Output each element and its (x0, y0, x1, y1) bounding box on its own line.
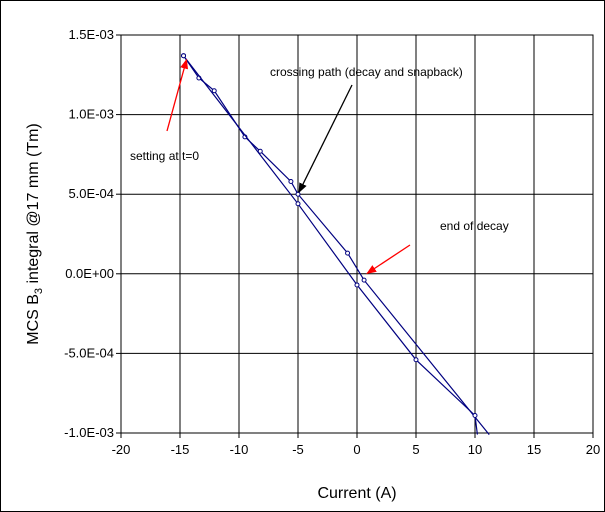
y-axis-title-prefix: MCS B (25, 294, 42, 345)
x-tick-label: 10 (468, 442, 482, 457)
series-1-point (288, 178, 294, 184)
series-1-point (295, 191, 301, 197)
annotation-arrow-3 (366, 244, 411, 274)
x-axis-title: Current (A) (317, 485, 396, 502)
y-axis-title: MCS B3 integral @17 mm (Tm) (25, 123, 45, 345)
x-tick-label: 20 (586, 442, 600, 457)
y-tick-label: 0.0E+00 (65, 266, 114, 281)
annotations-group: crossing path (decay and snapback) settin… (130, 58, 509, 274)
x-tick-label: 15 (527, 442, 541, 457)
series-1-point (257, 148, 263, 154)
y-axis-title-subscript: 3 (33, 288, 45, 294)
annotation-label-1: crossing path (decay and snapback) (270, 65, 463, 79)
series-1-point (361, 277, 367, 283)
x-tick-labels: -20 -15 -10 -5 0 5 10 15 20 (112, 433, 600, 457)
series-2-point (295, 201, 301, 207)
annotation-arrow-2 (166, 58, 189, 132)
series-1-point (345, 250, 351, 256)
y-tick-label: 1.0E-03 (68, 107, 114, 122)
gridlines (121, 35, 593, 433)
x-tick-label: 0 (353, 442, 360, 457)
annotation-label-2: setting at t=0 (130, 149, 199, 163)
x-tick-label: -20 (112, 442, 131, 457)
y-tick-labels: -1.0E-03 -5.0E-04 0.0E+00 5.0E-04 1.0E-03 1.5… (64, 27, 121, 440)
y-tick-label: -1.0E-03 (64, 425, 114, 440)
y-tick-label: 5.0E-04 (68, 186, 114, 201)
annotation-arrow-1 (298, 84, 353, 194)
x-tick-label: 5 (412, 442, 419, 457)
y-tick-label: -5.0E-04 (64, 345, 114, 360)
series-2-point (413, 357, 419, 363)
x-tick-label: -10 (230, 442, 249, 457)
series-2-point (472, 412, 478, 418)
x-tick-label: -5 (292, 442, 304, 457)
x-tick-label: -15 (171, 442, 190, 457)
series-line-2 (183, 55, 478, 435)
y-axis-title-suffix: integral @17 mm (Tm) (25, 123, 42, 288)
series-line-1 (183, 55, 490, 435)
annotation-label-3: end of decay (440, 219, 509, 233)
series-2-point (354, 282, 360, 288)
y-tick-label: 1.5E-03 (68, 27, 114, 42)
series-group (181, 53, 490, 435)
series-1-point (211, 88, 217, 94)
series-2-point (181, 53, 187, 59)
